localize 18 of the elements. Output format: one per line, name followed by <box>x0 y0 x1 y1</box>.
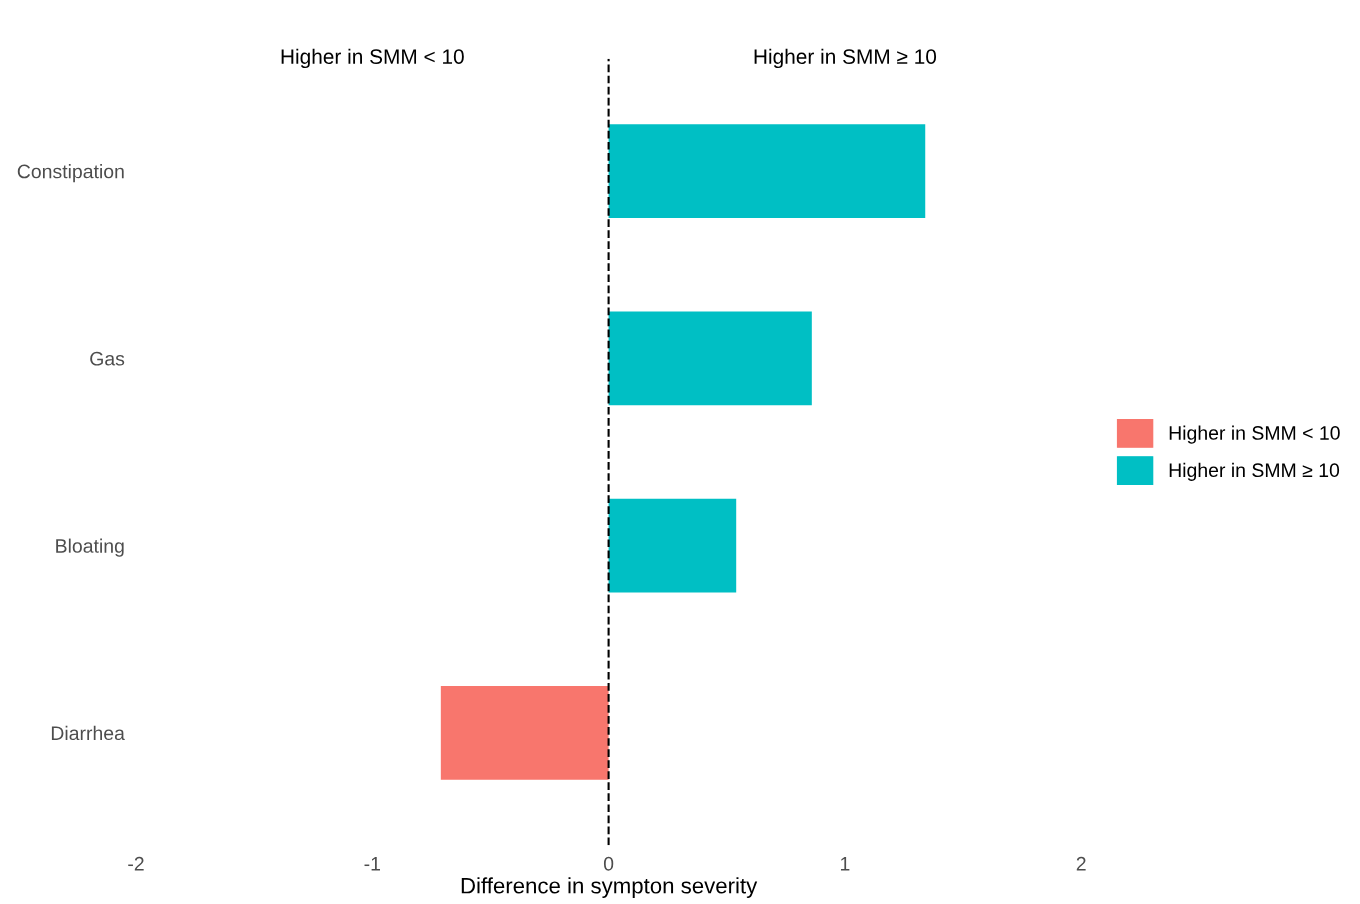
legend-label: Higher in SMM ≥ 10 <box>1169 462 1340 481</box>
bar <box>608 311 812 406</box>
y-tick-label: Constipation <box>17 164 124 183</box>
annotation: Higher in SMM ≥ 10 <box>754 48 937 69</box>
x-tick-label: 0 <box>603 856 614 871</box>
y-tick-label: Diarrhea <box>51 725 125 741</box>
legend-label: Higher in SMM < 10 <box>1169 425 1340 444</box>
bar <box>608 498 737 593</box>
x-tick-label: 2 <box>1076 856 1086 871</box>
x-tick-label: 1 <box>840 857 850 871</box>
bar <box>440 686 609 780</box>
annotation: Higher in SMM < 10 <box>281 48 464 69</box>
x-tick-label: -2 <box>128 856 144 871</box>
y-tick-label: Bloating <box>56 538 124 557</box>
y-tick-label: Gas <box>90 351 125 366</box>
bar <box>608 124 926 218</box>
x-axis-title: Difference in sympton severity <box>461 877 758 898</box>
x-tick-label: -1 <box>364 857 380 871</box>
